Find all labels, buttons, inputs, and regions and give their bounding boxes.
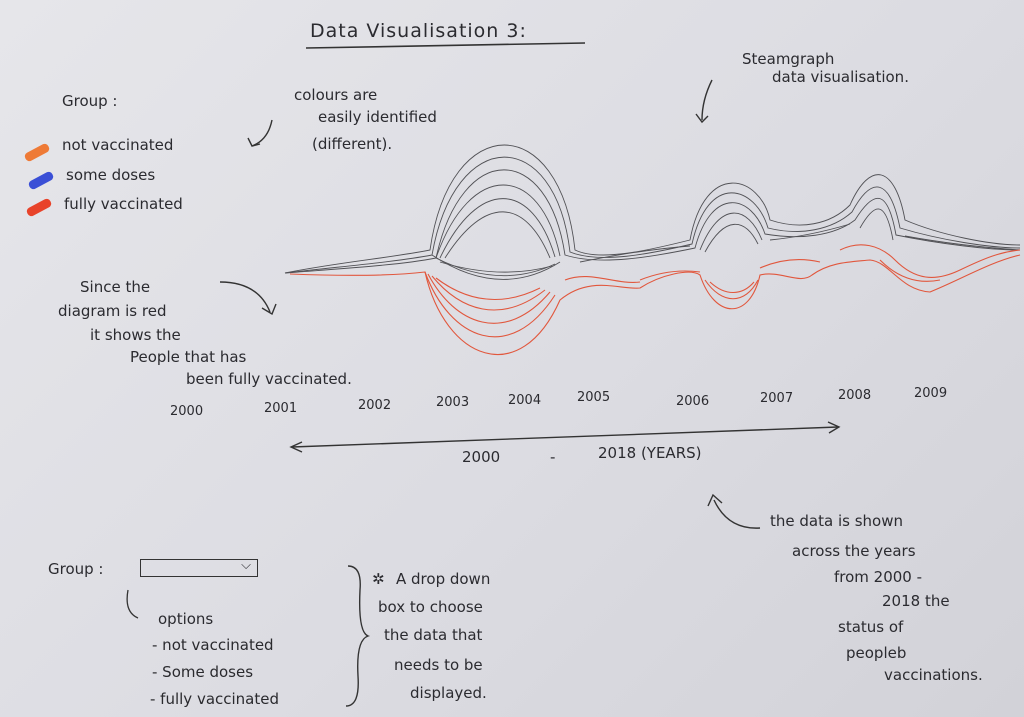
- across-note-line2: across the years: [792, 542, 916, 560]
- red-note-line3: it shows the: [90, 326, 181, 344]
- dropdown-label: Group :: [48, 560, 104, 578]
- x-tick-label: 2009: [914, 386, 948, 401]
- red-note-line5: been fully vaccinated.: [186, 370, 352, 388]
- red-arrow: [219, 281, 271, 313]
- range-dash: -: [550, 448, 556, 466]
- dropdown-note-line3: the data that: [384, 626, 483, 644]
- options-hook: [126, 589, 139, 619]
- stream-note-line1: Steamgraph: [742, 50, 835, 68]
- legend-label-some-doses: some doses: [66, 166, 156, 184]
- red-note-line1: Since the: [80, 278, 151, 296]
- red-note-line2: diagram is red: [58, 302, 167, 320]
- dropdown-note-line5: displayed.: [410, 684, 487, 702]
- across-note-line5: status of: [838, 618, 904, 636]
- page-title: Data Visualisation 3:: [310, 20, 527, 42]
- x-tick-label: 2008: [838, 388, 872, 403]
- x-tick-label: 2006: [676, 394, 710, 409]
- chevron-down-icon: ⌵: [241, 558, 251, 573]
- time-arrow: [291, 426, 839, 448]
- options-heading: options: [158, 610, 214, 628]
- x-tick-label: 2004: [508, 393, 542, 408]
- stream-black-strands: [284, 144, 1021, 280]
- x-tick-label: 2001: [264, 401, 298, 416]
- title-underline: [305, 42, 586, 49]
- colours-note-line3: (different).: [312, 135, 393, 153]
- stream-red-strands: [289, 244, 1021, 356]
- colours-note-line1: colours are: [294, 86, 378, 104]
- dropdown-option-not-vaccinated[interactable]: - not vaccinated: [152, 636, 274, 654]
- x-tick-label: 2003: [436, 395, 470, 410]
- colours-arrow: [251, 119, 273, 147]
- across-arrow: [713, 499, 761, 529]
- dropdown-note-line4: needs to be: [394, 656, 483, 674]
- x-tick-label: 2005: [577, 390, 611, 405]
- stream-arrow: [701, 79, 713, 121]
- legend-heading: Group :: [62, 92, 118, 110]
- legend-label-fully-vaccinated: fully vaccinated: [64, 195, 183, 213]
- red-note-line4: People that has: [130, 348, 247, 366]
- dropdown-note-line1: A drop down: [396, 570, 491, 588]
- across-note-line7: vaccinations.: [884, 666, 983, 684]
- colours-note-line2: easily identified: [318, 108, 437, 126]
- dropdown-option-fully-vaccinated[interactable]: - fully vaccinated: [150, 690, 280, 708]
- range-end-label: 2018 (YEARS): [598, 444, 702, 462]
- across-note-line1: the data is shown: [770, 512, 903, 530]
- range-start-label: 2000: [462, 448, 501, 466]
- across-note-line3: from 2000 -: [834, 568, 923, 586]
- x-tick-label: 2007: [760, 391, 794, 406]
- across-note-line6: peopleb: [846, 644, 907, 662]
- legend-label-not-vaccinated: not vaccinated: [62, 136, 174, 154]
- note-brace: [345, 565, 371, 707]
- group-dropdown[interactable]: ⌵: [140, 558, 258, 577]
- x-tick-label: 2000: [170, 404, 204, 419]
- across-note-line4: 2018 the: [882, 592, 950, 610]
- star-icon: ✲: [372, 570, 385, 588]
- dropdown-option-some-doses[interactable]: - Some doses: [152, 663, 254, 681]
- x-tick-label: 2002: [358, 398, 392, 413]
- stream-note-line2: data visualisation.: [772, 68, 909, 86]
- dropdown-note-line2: box to choose: [378, 598, 483, 616]
